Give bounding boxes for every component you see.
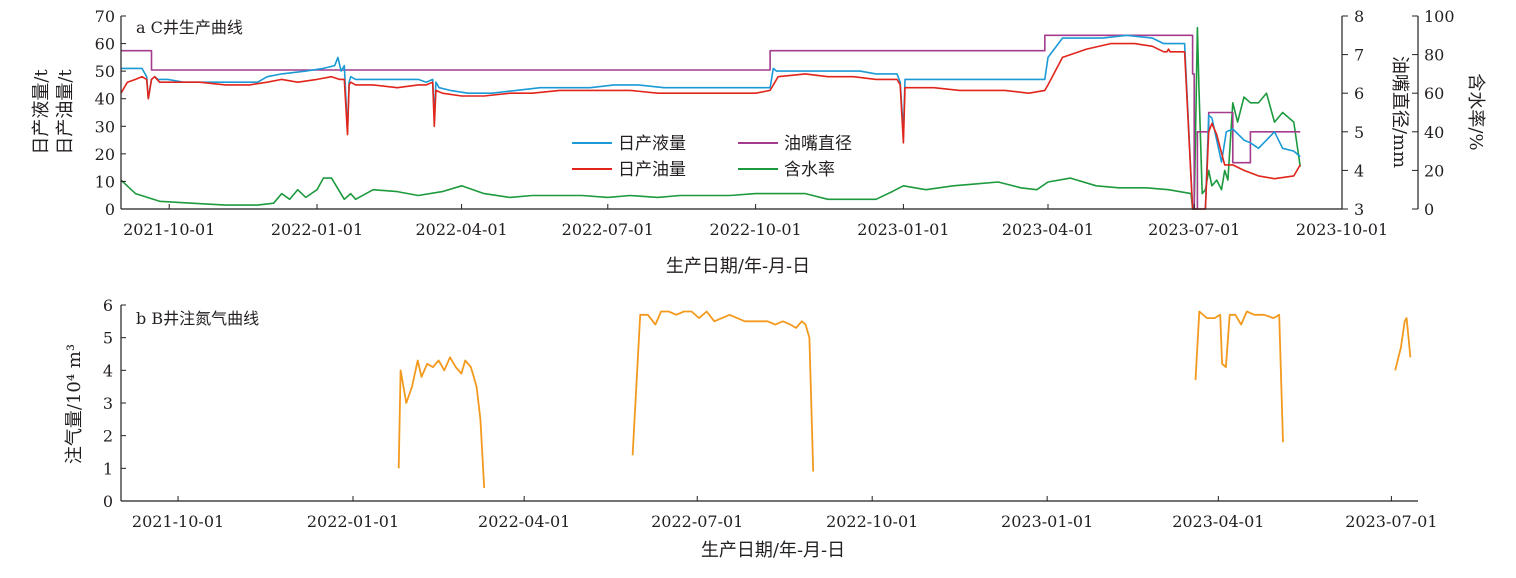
y-left-tick-label: 70: [95, 7, 115, 26]
injection-segment-2: [631, 310, 815, 472]
panel-b: 2021-10-01 2022-01-01 2022-04-01 2022-07-01…: [64, 296, 1438, 561]
panel-b-axes: 2021-10-01 2022-01-01 2022-04-01 2022-07-01…: [103, 296, 1438, 531]
panel-a-y-right-label-1: 油嘴直径/mm: [1389, 56, 1410, 168]
y-left-tick-label: 40: [95, 90, 115, 109]
x-tick-label: 2021-10-01: [132, 512, 224, 531]
y-tick-label: 3: [103, 394, 113, 413]
legend-label-choke: 油嘴直径: [784, 134, 852, 154]
y-right-inner-tick-label: 7: [1354, 46, 1364, 65]
injection-segment-3: [1194, 310, 1284, 443]
y-left-tick-label: 0: [105, 200, 115, 219]
panel-a-series: [120, 26, 1301, 210]
x-tick-label: 2023-10-01: [1296, 220, 1388, 239]
panel-b-x-label: 生产日期/年-月-日: [701, 540, 845, 561]
series-line-4: [120, 42, 1301, 210]
y-tick-label: 0: [103, 492, 113, 511]
y-right-inner-tick-label: 5: [1354, 123, 1364, 142]
y-right-outer-tick-label: 60: [1424, 84, 1444, 103]
panel-b-title: b B井注氮气曲线: [136, 309, 259, 328]
legend-label-water: 含水率: [784, 160, 835, 180]
x-tick-label: 2021-10-01: [123, 220, 215, 239]
x-tick-label: 2022-01-01: [307, 512, 399, 531]
y-right-outer-tick-label: 80: [1424, 46, 1444, 65]
x-tick-label: 2022-07-01: [562, 220, 654, 239]
panel-a-title: a C井生产曲线: [136, 18, 243, 37]
panel-a-axes: 2021-10-01 2022-01-01 2022-04-01 2022-07-01…: [95, 7, 1455, 239]
y-right-outer-tick-label: 100: [1424, 7, 1455, 26]
x-tick-label: 2022-04-01: [415, 220, 507, 239]
x-tick-label: 2023-04-01: [1172, 512, 1264, 531]
y-left-tick-label: 10: [95, 172, 115, 191]
panel-a: 2021-10-01 2022-01-01 2022-04-01 2022-07-01…: [31, 7, 1486, 277]
y-tick-label: 5: [103, 329, 113, 348]
x-tick-label: 2023-04-01: [1002, 220, 1094, 239]
x-tick-label: 2022-10-01: [709, 220, 801, 239]
y-right-outer-tick-label: 0: [1424, 200, 1434, 219]
legend-label-oil: 日产油量: [618, 160, 686, 180]
y-right-inner-tick-label: 6: [1354, 84, 1364, 103]
y-tick-label: 2: [103, 427, 113, 446]
panel-a-y-left-label-2: 日产油量/t: [55, 69, 76, 155]
injection-segment-1: [397, 356, 486, 488]
y-right-inner-tick-label: 3: [1354, 200, 1364, 219]
x-tick-label: 2023-01-01: [857, 220, 949, 239]
injection-segment-4: [1394, 317, 1412, 371]
x-tick-label: 2022-07-01: [651, 512, 743, 531]
panel-b-series: [397, 310, 1412, 488]
x-tick-label: 2022-10-01: [826, 512, 918, 531]
panel-a-x-label: 生产日期/年-月-日: [666, 256, 810, 277]
y-left-tick-label: 20: [95, 145, 115, 164]
x-tick-label: 2023-07-01: [1345, 512, 1437, 531]
y-tick-label: 1: [103, 459, 113, 478]
panel-a-y-left-label-1: 日产液量/t: [31, 69, 52, 155]
y-left-tick-label: 60: [95, 35, 115, 54]
y-right-outer-tick-label: 20: [1424, 161, 1444, 180]
series-line-1: [120, 26, 1301, 210]
legend: 日产液量 油嘴直径 日产油量 含水率: [572, 134, 852, 180]
y-right-outer-tick-label: 40: [1424, 123, 1444, 142]
x-tick-label: 2022-04-01: [478, 512, 570, 531]
y-right-inner-tick-label: 4: [1354, 161, 1364, 180]
y-left-tick-label: 50: [95, 62, 115, 81]
x-tick-label: 2022-01-01: [271, 220, 363, 239]
panel-a-y-right-label-2: 含水率/%: [1465, 73, 1486, 150]
x-tick-label: 2023-01-01: [1001, 512, 1093, 531]
x-tick-label: 2023-07-01: [1148, 220, 1240, 239]
y-right-inner-tick-label: 8: [1354, 7, 1364, 26]
series-line-2: [121, 34, 1301, 210]
y-tick-label: 6: [103, 296, 113, 315]
y-left-tick-label: 30: [95, 117, 115, 136]
y-tick-label: 4: [103, 361, 113, 380]
series-line-3: [121, 34, 1301, 210]
panel-b-y-label: 注气量/10⁴ m³: [64, 344, 85, 464]
legend-label-liquid: 日产液量: [618, 134, 686, 154]
